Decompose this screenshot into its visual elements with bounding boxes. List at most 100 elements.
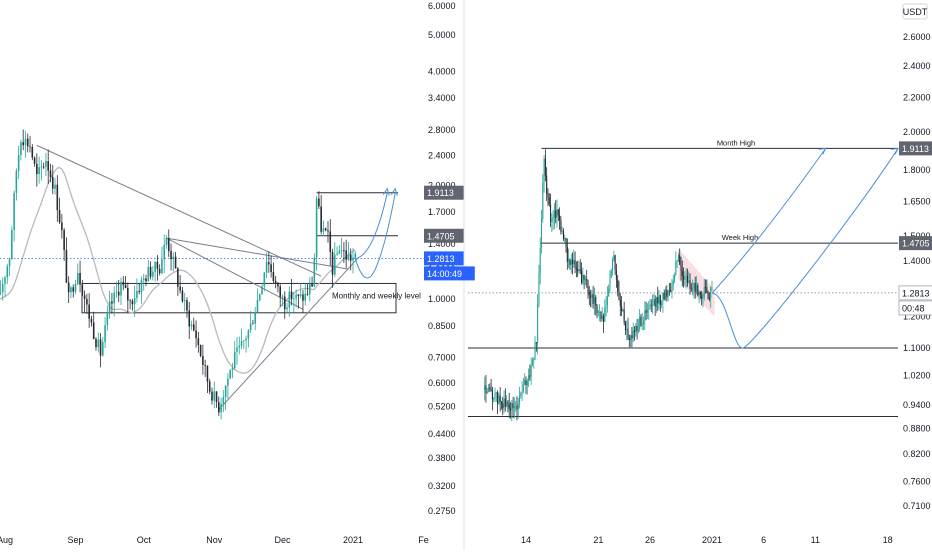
- candle-down[interactable]: [192, 324, 195, 331]
- candle-up[interactable]: [693, 283, 695, 289]
- candle-up[interactable]: [522, 384, 524, 392]
- candle-down[interactable]: [318, 198, 320, 207]
- candle-down[interactable]: [81, 284, 84, 296]
- candle-up[interactable]: [288, 291, 291, 308]
- candle-down[interactable]: [42, 166, 45, 168]
- candle-up[interactable]: [593, 296, 596, 304]
- candle-down[interactable]: [283, 296, 286, 310]
- candle-down[interactable]: [624, 321, 627, 331]
- candle-down[interactable]: [619, 300, 621, 307]
- candle-up[interactable]: [702, 297, 704, 299]
- candle-up[interactable]: [672, 280, 674, 285]
- candle-up[interactable]: [513, 406, 515, 408]
- candle-down[interactable]: [574, 260, 576, 268]
- candle-up[interactable]: [534, 342, 536, 359]
- candle-up[interactable]: [165, 238, 168, 245]
- candle-down[interactable]: [117, 291, 120, 296]
- candle-down[interactable]: [575, 267, 577, 269]
- candle-down[interactable]: [331, 252, 334, 275]
- candle-up[interactable]: [11, 230, 13, 260]
- candle-up[interactable]: [626, 328, 628, 331]
- candle-down[interactable]: [56, 184, 59, 211]
- candle-down[interactable]: [63, 230, 65, 251]
- candle-down[interactable]: [590, 295, 592, 298]
- candle-down[interactable]: [99, 339, 102, 356]
- candle-up[interactable]: [653, 299, 655, 306]
- candle-up[interactable]: [641, 324, 643, 326]
- candle-down[interactable]: [204, 365, 206, 366]
- candle-down[interactable]: [26, 138, 29, 147]
- candle-up[interactable]: [115, 291, 118, 293]
- candle-up[interactable]: [222, 397, 225, 404]
- candle-down[interactable]: [124, 284, 127, 289]
- candle-up[interactable]: [573, 260, 575, 265]
- candle-up[interactable]: [293, 298, 295, 300]
- candle-up[interactable]: [227, 378, 229, 386]
- candle-up[interactable]: [152, 271, 154, 277]
- candle-up[interactable]: [609, 277, 611, 289]
- candle-down[interactable]: [149, 266, 152, 277]
- candle-up[interactable]: [498, 395, 500, 404]
- candle-up[interactable]: [564, 237, 566, 240]
- candle-down[interactable]: [211, 391, 213, 401]
- candle-up[interactable]: [163, 244, 166, 260]
- candle-up[interactable]: [308, 283, 311, 295]
- candle-up[interactable]: [584, 279, 586, 280]
- candle-up[interactable]: [677, 255, 679, 262]
- candle-down[interactable]: [490, 388, 492, 391]
- candle-down[interactable]: [583, 274, 585, 280]
- candle-up[interactable]: [673, 274, 676, 281]
- candle-up[interactable]: [486, 391, 488, 394]
- candle-up[interactable]: [487, 387, 490, 392]
- candle-down[interactable]: [566, 247, 568, 262]
- candle-up[interactable]: [304, 293, 307, 301]
- descending-trendline[interactable]: [36, 144, 322, 277]
- candle-down[interactable]: [529, 375, 531, 377]
- candle-up[interactable]: [543, 158, 545, 183]
- candle-up[interactable]: [142, 278, 145, 281]
- left-badge-countdown[interactable]: [424, 266, 475, 281]
- candle-down[interactable]: [497, 392, 499, 404]
- candle-up[interactable]: [511, 403, 513, 411]
- candle-down[interactable]: [571, 259, 574, 265]
- candle-up[interactable]: [54, 184, 56, 189]
- candle-down[interactable]: [701, 294, 703, 299]
- candle-up[interactable]: [698, 291, 700, 296]
- candle-down[interactable]: [218, 402, 220, 413]
- candle-up[interactable]: [661, 301, 663, 305]
- candle-up[interactable]: [692, 288, 694, 290]
- candle-down[interactable]: [706, 287, 708, 293]
- candle-up[interactable]: [261, 286, 263, 295]
- candle-up[interactable]: [506, 401, 508, 407]
- candle-up[interactable]: [637, 329, 639, 331]
- candle-up[interactable]: [315, 198, 318, 258]
- right-badge-1-9113[interactable]: [899, 141, 932, 156]
- candle-down[interactable]: [47, 161, 50, 171]
- candle-up[interactable]: [539, 247, 541, 274]
- candle-down[interactable]: [343, 250, 345, 252]
- candle-down[interactable]: [659, 295, 661, 305]
- candle-up[interactable]: [243, 340, 245, 342]
- candle-down[interactable]: [666, 289, 668, 297]
- candle-down[interactable]: [274, 280, 277, 283]
- candle-up[interactable]: [263, 272, 266, 287]
- candle-up[interactable]: [711, 287, 713, 289]
- candle-down[interactable]: [614, 255, 616, 271]
- projection-path-2[interactable]: [711, 148, 899, 349]
- candle-down[interactable]: [690, 288, 692, 290]
- candle-down[interactable]: [502, 403, 504, 409]
- candle-down[interactable]: [679, 255, 681, 265]
- ascending-trendline[interactable]: [218, 258, 358, 411]
- projection-path-direct[interactable]: [355, 192, 388, 260]
- candle-down[interactable]: [270, 264, 272, 273]
- candle-up[interactable]: [599, 311, 601, 313]
- candle-up[interactable]: [236, 347, 238, 352]
- candle-up[interactable]: [553, 210, 555, 218]
- candle-down[interactable]: [577, 268, 579, 272]
- candle-down[interactable]: [90, 318, 93, 323]
- candle-down[interactable]: [306, 293, 309, 295]
- candle-down[interactable]: [596, 305, 598, 313]
- candle-up[interactable]: [630, 335, 632, 340]
- candle-up[interactable]: [240, 341, 243, 346]
- candle-up[interactable]: [710, 288, 712, 299]
